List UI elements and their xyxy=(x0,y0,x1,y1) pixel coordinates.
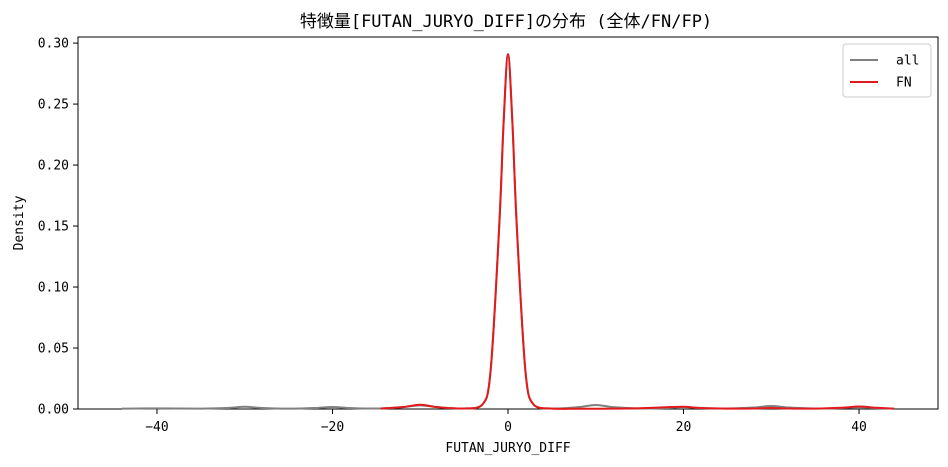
x-tick-label: 40 xyxy=(851,420,867,435)
series-line-all xyxy=(121,53,895,410)
legend-label-all: all xyxy=(896,54,919,69)
x-tick-label: 20 xyxy=(676,420,692,435)
legend-box xyxy=(842,43,932,98)
x-tick-label: 0 xyxy=(504,420,512,435)
x-axis: −40 −20 0 20 40 xyxy=(145,409,867,435)
x-axis-label: FUTAN_JURYO_DIFF xyxy=(445,441,570,456)
legend: all FN xyxy=(842,43,932,98)
series-line-fn xyxy=(380,53,895,410)
series-layer xyxy=(121,53,895,410)
y-tick-label: 0.00 xyxy=(38,403,69,418)
y-tick-label: 0.05 xyxy=(38,342,69,357)
plot-area xyxy=(77,36,939,410)
y-tick-label: 0.15 xyxy=(38,220,69,235)
chart-title: 特徴量[FUTAN_JURYO_DIFF]の分布 (全体/FN/FP) xyxy=(300,12,712,32)
y-axis: 0.00 0.05 0.10 0.15 0.20 0.25 0.30 xyxy=(38,37,78,418)
y-tick-label: 0.10 xyxy=(38,281,69,296)
y-tick-label: 0.30 xyxy=(38,37,69,52)
y-axis-label: Density xyxy=(12,195,27,250)
x-tick-label: −20 xyxy=(321,420,344,435)
y-tick-label: 0.25 xyxy=(38,98,69,113)
x-tick-label: −40 xyxy=(145,420,168,435)
legend-label-fn: FN xyxy=(896,76,912,91)
y-tick-label: 0.20 xyxy=(38,159,69,174)
